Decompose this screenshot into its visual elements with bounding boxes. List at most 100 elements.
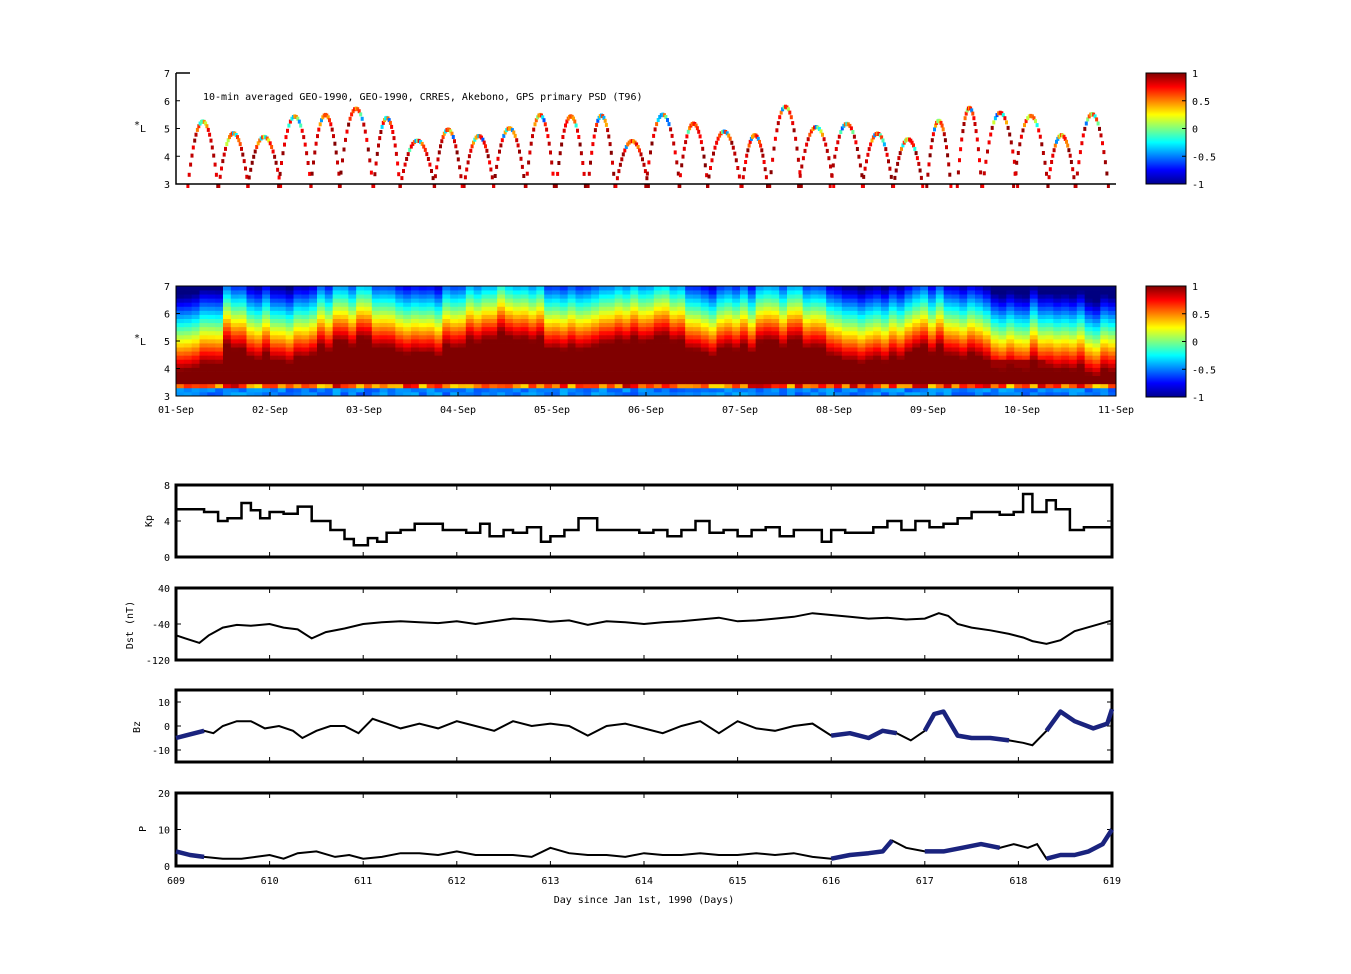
psd-cell (536, 290, 545, 295)
psd-cell (849, 351, 858, 356)
psd-cell (1092, 351, 1101, 356)
psd-cell (356, 334, 365, 340)
psd-cell (708, 371, 717, 377)
psd-cell (340, 318, 349, 324)
psd-cell (779, 387, 788, 393)
psd-cell (575, 371, 584, 377)
orbit-point (366, 147, 370, 152)
psd-cell (834, 330, 843, 336)
psd-cell (771, 298, 780, 303)
psd-cell (497, 314, 506, 319)
psd-cell (920, 347, 929, 352)
psd-cell (473, 310, 482, 315)
orbit-point (867, 147, 871, 152)
psd-cell (732, 359, 741, 364)
psd-cell (379, 379, 388, 385)
psd-cell (238, 363, 247, 368)
psd-cell (1076, 314, 1086, 319)
psd-cell (191, 363, 200, 368)
psd-cell (1006, 355, 1015, 360)
psd-cell (661, 347, 670, 352)
psd-cell (262, 343, 271, 348)
psd-cell (591, 326, 600, 332)
psd-cell (857, 330, 866, 336)
psd-cell (481, 314, 490, 319)
orbit-point (524, 184, 528, 188)
psd-cell (434, 391, 443, 397)
psd-cell (481, 306, 490, 311)
psd-cell (763, 371, 772, 377)
psd-cell (661, 359, 670, 364)
psd-cell (348, 338, 357, 344)
psd-cell (693, 391, 702, 397)
psd-cell (520, 338, 529, 344)
psd-cell (301, 387, 310, 393)
psd-cell (685, 383, 694, 389)
psd-cell (215, 298, 224, 303)
psd-cell (724, 351, 733, 356)
psd-cell (747, 383, 757, 389)
psd-cell (653, 290, 663, 295)
psd-cell (771, 306, 780, 311)
orbit-point (224, 146, 227, 151)
psd-cell (638, 375, 647, 381)
psd-cell (317, 363, 326, 368)
psd-cell (787, 391, 796, 397)
psd-cell (442, 347, 451, 352)
psd-cell (998, 322, 1007, 328)
psd-cell (207, 302, 216, 307)
psd-cell (309, 294, 318, 299)
orbit-point (1041, 151, 1045, 155)
orbit-point (816, 125, 820, 130)
psd-cell (1022, 294, 1031, 299)
psd-cell (1061, 294, 1070, 299)
psd-cell (802, 387, 811, 393)
x-tick-label: 05-Sep (534, 405, 570, 416)
psd-cell (630, 391, 639, 397)
psd-cell (332, 334, 341, 340)
psd-cell (230, 298, 240, 303)
psd-cell (771, 363, 780, 368)
psd-cell (763, 379, 772, 385)
psd-cell (489, 330, 498, 336)
orbit-point (533, 122, 537, 127)
psd-cell (661, 367, 670, 372)
psd-cell (849, 367, 858, 372)
orbit-point (305, 151, 309, 156)
psd-cell (215, 387, 224, 393)
orbit-point (390, 124, 394, 129)
psd-cell (293, 294, 302, 299)
orbit-point (928, 153, 932, 158)
psd-cell (896, 298, 905, 303)
psd-cell (1069, 391, 1078, 397)
psd-cell (379, 286, 388, 291)
psd-cell (348, 379, 357, 385)
psd-cell (199, 375, 208, 381)
psd-cell (818, 383, 827, 389)
orbit-point (573, 119, 577, 124)
psd-cell (277, 351, 287, 356)
psd-cell (426, 363, 435, 368)
highlight-segment (175, 849, 205, 860)
y-tick-label: 5 (164, 125, 170, 136)
psd-cell (794, 359, 804, 364)
psd-cell (646, 306, 655, 311)
psd-cell (411, 363, 420, 368)
psd-cell (583, 355, 592, 360)
orbit-point (1038, 134, 1042, 139)
psd-cell (693, 347, 702, 352)
psd-assim-colorbar (1146, 286, 1186, 397)
psd-cell (700, 371, 710, 377)
psd-cell (465, 371, 475, 377)
psd-cell (1022, 286, 1031, 291)
psd-cell (888, 330, 898, 336)
orbit-point (910, 140, 914, 145)
psd-cell (959, 322, 968, 328)
psd-cell (559, 314, 569, 319)
psd-cell (520, 371, 529, 377)
psd-cell (599, 294, 608, 299)
psd-cell (207, 379, 216, 385)
psd-cell (395, 334, 404, 340)
psd-cell (904, 391, 913, 397)
